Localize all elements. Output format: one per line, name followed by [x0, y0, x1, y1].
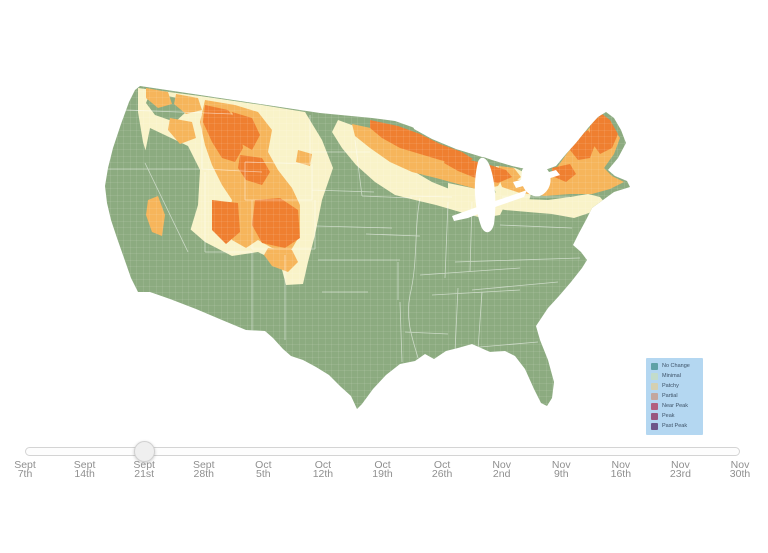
timeline-tick-label: Nov 2nd [492, 459, 511, 480]
legend-item: Partial [651, 393, 698, 400]
tick-month: Nov [730, 459, 750, 471]
timeline-tick-label: Nov 23rd [669, 459, 691, 480]
timeline-tick-label: Oct 5th [255, 459, 272, 480]
timeline-tick-label: Nov 9th [551, 459, 571, 480]
legend-swatch [651, 383, 658, 390]
tick-day: 21st [134, 467, 155, 480]
legend-item-label: Peak [662, 412, 675, 419]
slider-handle[interactable] [133, 441, 155, 462]
legend-item-label: Past Peak [662, 422, 688, 429]
tick-month: Nov [492, 459, 511, 471]
lake-michigan [474, 157, 496, 233]
tick-day: 23rd [669, 467, 691, 480]
tick-day: 26th [431, 467, 453, 480]
timeline-tick-label: Sept 21st [133, 459, 155, 480]
tick-day: 7th [17, 467, 33, 480]
legend-item-label: Partial [662, 392, 678, 399]
tick-month: Sept [192, 459, 215, 471]
legend-swatch [651, 403, 658, 410]
timeline-tick-label: Nov 16th [610, 459, 632, 480]
tick-day: 2nd [492, 467, 511, 480]
legend-swatch [651, 423, 658, 430]
great-lakes [412, 121, 560, 233]
timeline-tick-label: Sept 14th [73, 459, 96, 480]
timeline-tick-label: Sept 28th [192, 459, 215, 480]
map-legend: No Change Minimal Patchy Partial Near Peak Pe… [646, 358, 703, 435]
tick-day: 28th [193, 467, 214, 480]
lake-erie [452, 190, 527, 221]
legend-swatch [651, 413, 658, 420]
state-borders [107, 109, 581, 363]
slider-rail[interactable] [25, 447, 740, 456]
legend-item: No Change [651, 363, 698, 370]
tick-month: Nov [551, 459, 571, 471]
tick-month: Oct [433, 459, 451, 471]
tick-day: 19th [372, 467, 393, 480]
legend-item-label: No Change [662, 362, 690, 369]
legend-item: Peak [651, 413, 698, 420]
tick-month: Oct [374, 459, 391, 471]
lake-ontario [513, 170, 560, 188]
legend-item: Past Peak [651, 423, 698, 430]
legend-item: Patchy [651, 383, 698, 390]
tick-month: Oct [255, 459, 272, 471]
legend-swatch [651, 393, 658, 400]
lake-superior [412, 121, 503, 160]
timeline-tick-label: Oct 26th [431, 459, 453, 480]
tick-day: 5th [256, 467, 271, 480]
legend-swatch [651, 373, 658, 380]
legend-item-label: Near Peak [662, 402, 688, 409]
tick-day: 16th [610, 467, 632, 480]
timeline-tick-label: Oct 12th [312, 459, 334, 480]
tick-day: 30th [729, 467, 751, 480]
timeline-tick-label: Nov 30th [729, 459, 751, 480]
tick-month: Oct [314, 459, 332, 471]
tick-month: Nov [671, 459, 690, 471]
timeline-tick-label: Oct 19th [372, 459, 393, 480]
tick-month: Sept [73, 459, 96, 471]
tick-day: 12th [312, 467, 334, 480]
tick-day: 9th [553, 467, 569, 480]
timeline-tick-label: Sept 7th [14, 459, 36, 480]
tick-day: 14th [74, 467, 95, 480]
legend-item: Near Peak [651, 403, 698, 410]
legend-item: Minimal [651, 373, 698, 380]
legend-item-label: Patchy [662, 382, 679, 389]
tick-month: Sept [14, 459, 36, 471]
legend-swatch [651, 363, 658, 370]
legend-item-label: Minimal [662, 372, 681, 379]
tick-month: Nov [611, 459, 631, 471]
tick-month: Sept [133, 459, 155, 471]
